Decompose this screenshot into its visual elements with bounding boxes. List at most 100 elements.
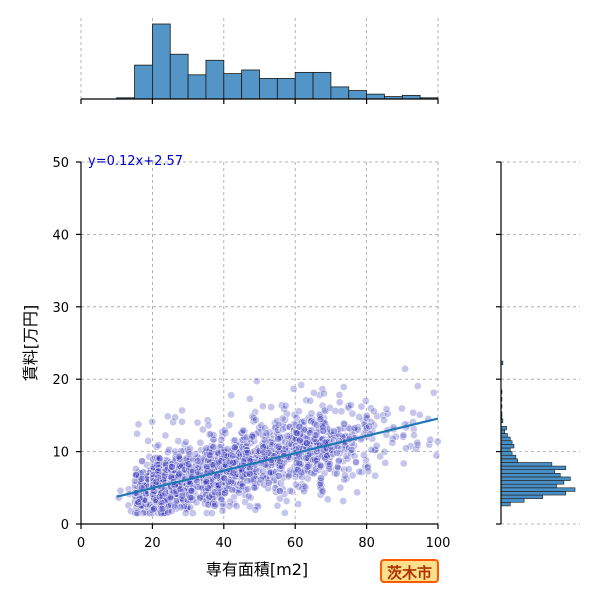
- scatter-point: [186, 444, 194, 453]
- scatter-point: [361, 397, 370, 405]
- scatter-point: [274, 435, 283, 443]
- scatter-point: [154, 441, 163, 450]
- y-hist-bar: [500, 454, 517, 460]
- scatter-point: [134, 498, 143, 507]
- x-hist-bar: [151, 23, 171, 100]
- scatter-point: [224, 477, 233, 486]
- x-hist-bar: [169, 53, 189, 100]
- scatter-point: [337, 407, 346, 416]
- scatter-point: [152, 477, 161, 486]
- scatter-point: [185, 450, 194, 459]
- y-axis-label: 賃料[万円]: [21, 305, 40, 382]
- scatter-point: [282, 497, 291, 505]
- scatter-point: [294, 482, 303, 491]
- scatter-point: [329, 450, 337, 458]
- scatter-point: [221, 489, 229, 498]
- y-marginal-histogram: [500, 360, 576, 507]
- scatter-point: [225, 421, 234, 430]
- scatter-point: [134, 420, 143, 429]
- scatter-point: [371, 471, 379, 480]
- scatter-point: [352, 458, 360, 467]
- scatter-point: [340, 420, 349, 428]
- scatter-point: [311, 431, 320, 439]
- scatter-point: [306, 396, 315, 405]
- scatter-point: [183, 446, 192, 454]
- scatter-point: [209, 461, 218, 470]
- scatter-point: [261, 424, 269, 432]
- scatter-point: [433, 437, 442, 446]
- scatter-point: [363, 463, 372, 472]
- x-hist-bar: [330, 86, 350, 100]
- scatter-point: [171, 413, 179, 422]
- scatter-point: [139, 509, 148, 517]
- scatter-point: [230, 443, 239, 451]
- y-tick-label: 40: [52, 228, 69, 243]
- y-hist-bar: [500, 462, 553, 467]
- scatter-point: [294, 500, 303, 508]
- y-hist-bar: [500, 444, 515, 449]
- scatter-point: [309, 418, 318, 427]
- scatter-point: [277, 462, 286, 470]
- scatter-point: [264, 448, 273, 457]
- scatter-point: [320, 389, 328, 398]
- scatter-point: [231, 436, 239, 444]
- scatter-point: [153, 473, 162, 482]
- scatter-point: [286, 486, 294, 495]
- scatter-point: [278, 414, 287, 423]
- scatter-point: [237, 483, 246, 491]
- scatter-point: [262, 429, 271, 438]
- scatter-point: [239, 426, 247, 435]
- scatter-point: [402, 444, 410, 453]
- scatter-point: [318, 423, 327, 432]
- scatter-point: [243, 477, 252, 485]
- scatter-point: [317, 474, 325, 482]
- scatter-point: [383, 409, 392, 418]
- y-hist-bar: [500, 447, 511, 452]
- scatter-point: [287, 440, 296, 448]
- scatter-point: [175, 469, 184, 478]
- scatter-point: [265, 428, 274, 437]
- scatter-point: [220, 426, 229, 435]
- scatter-point: [193, 457, 202, 466]
- scatter-point: [335, 398, 344, 407]
- scatter-point: [171, 502, 179, 511]
- y-hist-bar: [500, 483, 557, 489]
- y-hist-bar: [500, 491, 567, 496]
- scatter-point: [326, 460, 334, 468]
- scatter-point: [229, 469, 238, 477]
- scatter-point: [296, 436, 304, 445]
- scatter-point: [380, 416, 388, 424]
- scatter-point: [161, 431, 170, 440]
- scatter-point: [204, 421, 213, 430]
- scatter-point: [214, 481, 223, 489]
- scatter-point: [210, 502, 219, 510]
- scatter-point: [331, 407, 340, 415]
- scatter-point: [153, 454, 161, 462]
- scatter-point: [204, 484, 212, 492]
- scatter-point: [339, 497, 348, 505]
- scatter-point: [132, 470, 140, 479]
- scatter-point: [279, 425, 287, 434]
- scatter-point: [176, 485, 185, 493]
- scatter-point: [401, 364, 409, 373]
- x-tick-label: 40: [216, 536, 233, 551]
- scatter-point: [316, 461, 325, 470]
- x-hist-bar: [134, 64, 153, 100]
- x-hist-bar: [312, 71, 332, 100]
- scatter-point: [399, 459, 408, 468]
- scatter-point: [252, 377, 261, 385]
- scatter-point: [299, 421, 308, 430]
- scatter-point: [220, 451, 229, 459]
- y-hist-bar: [500, 480, 565, 485]
- scatter-point: [295, 459, 303, 468]
- scatter-point: [292, 480, 300, 489]
- scatter-point: [202, 478, 211, 486]
- scatter-point: [187, 487, 196, 495]
- scatter-point: [347, 401, 355, 409]
- regression-line: [116, 417, 439, 498]
- y-hist-bar: [500, 425, 507, 431]
- scatter-point: [245, 469, 254, 478]
- scatter-point: [227, 477, 236, 486]
- scatter-point: [167, 473, 176, 482]
- scatter-point: [288, 487, 296, 496]
